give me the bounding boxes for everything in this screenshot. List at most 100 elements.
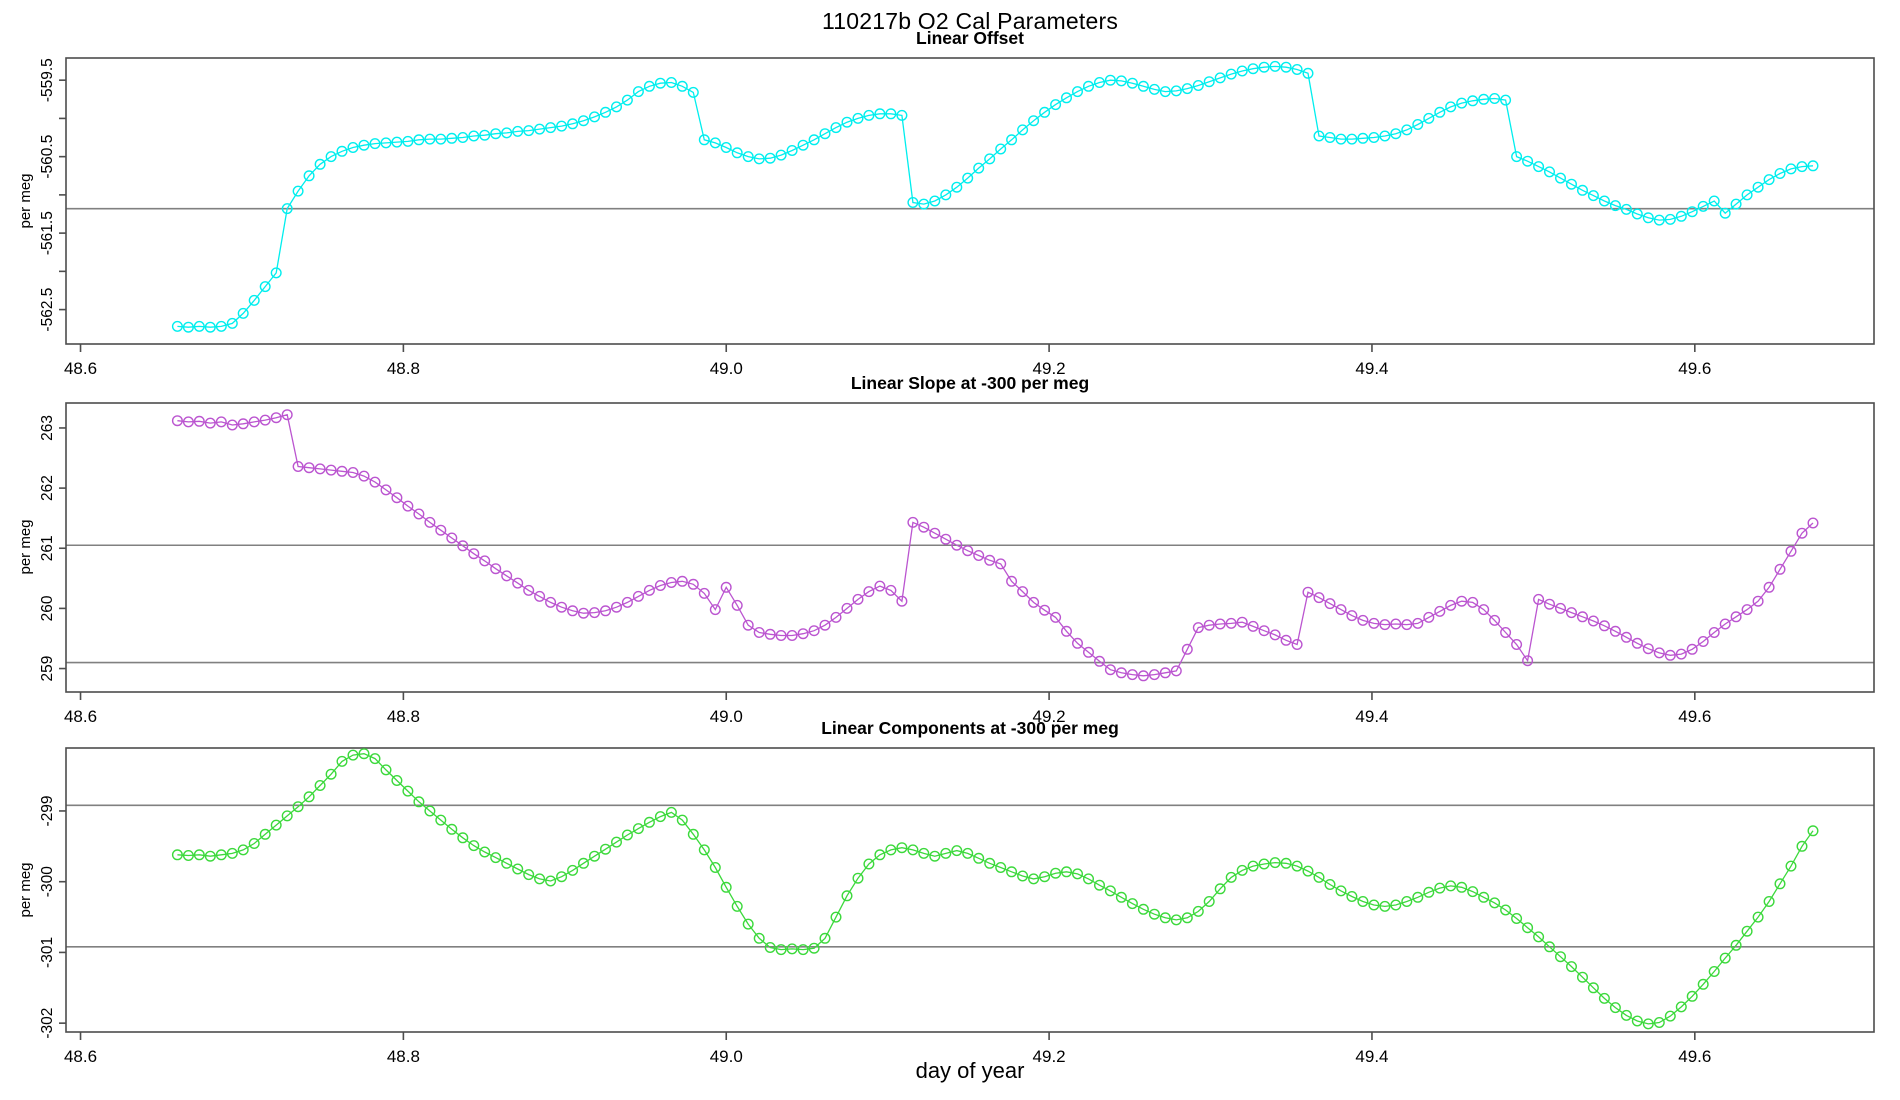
linear-slope-point — [281, 409, 293, 421]
linear-offset-point — [1631, 208, 1643, 220]
linear-slope-point — [874, 580, 886, 592]
linear-offset-point — [1642, 212, 1654, 224]
linear-offset-point — [1028, 115, 1040, 127]
x-tick-label: 49.6 — [1678, 707, 1711, 726]
linear-offset-point — [468, 130, 480, 142]
linear-slope-point — [1192, 622, 1204, 634]
linear-components-point — [1148, 908, 1160, 920]
linear-offset-point — [259, 281, 271, 293]
linear-slope-point — [336, 465, 348, 477]
linear-slope-point — [1401, 619, 1413, 631]
linear-components-point — [545, 875, 557, 887]
linear-slope-point — [1313, 592, 1325, 604]
linear-slope-point — [1708, 627, 1720, 639]
linear-slope-point — [621, 596, 633, 608]
linear-offset-point — [600, 106, 612, 118]
y-tick-label: -562.5 — [39, 288, 56, 332]
linear-slope-point — [1115, 667, 1127, 679]
linear-offset-point — [753, 153, 765, 165]
linear-components-point — [336, 755, 348, 767]
linear-offset-point — [501, 127, 513, 139]
linear-components-point — [567, 864, 579, 876]
linear-components-point — [1642, 1018, 1654, 1030]
linear-offset-point — [885, 108, 897, 120]
panel-frame — [65, 747, 1875, 1033]
linear-components-point — [237, 844, 249, 856]
linear-components-point — [665, 806, 677, 818]
linear-slope-point — [1236, 616, 1248, 628]
linear-components-point — [501, 857, 513, 869]
linear-slope-point — [1247, 620, 1259, 632]
linear-components-point — [1631, 1015, 1643, 1027]
linear-slope-point — [314, 463, 326, 475]
linear-slope-point — [1752, 595, 1764, 607]
linear-slope-point — [545, 596, 557, 608]
linear-slope-point — [951, 539, 963, 551]
linear-components-point — [1587, 982, 1599, 994]
linear-offset-point — [1017, 124, 1029, 136]
linear-components-point — [1137, 903, 1149, 915]
linear-offset-point — [358, 139, 370, 151]
x-tick-label: 48.8 — [387, 1047, 420, 1066]
linear-slope-point — [808, 625, 820, 637]
y-tick-label: -299 — [39, 795, 56, 826]
linear-offset-point — [237, 307, 249, 319]
linear-slope-point — [819, 619, 831, 631]
linear-offset-point — [1576, 184, 1588, 196]
linear-offset-point — [1137, 80, 1149, 92]
linear-components-point — [1126, 898, 1138, 910]
linear-offset-point — [1565, 178, 1577, 190]
linear-offset-point — [1730, 198, 1742, 210]
linear-offset-point — [1785, 163, 1797, 175]
linear-components-point — [1247, 860, 1259, 872]
linear-components-point — [797, 944, 809, 956]
panel-linear-components: -299 -300 -301 -302 48.6 48.8 49.0 49.2 49.4 49.6 — [39, 747, 1875, 1066]
linear-slope-point — [259, 414, 271, 426]
x-tick-label: 48.8 — [387, 359, 420, 378]
linear-offset-point — [632, 86, 644, 98]
linear-slope-point — [1785, 545, 1797, 557]
linear-slope-point — [248, 416, 260, 428]
linear-slope-point — [380, 484, 392, 496]
linear-slope-point — [193, 415, 205, 427]
linear-offset-point — [1434, 106, 1446, 118]
linear-components-point — [512, 863, 524, 875]
linear-offset-point — [643, 80, 655, 92]
linear-slope-point — [643, 584, 655, 596]
linear-components-point — [1181, 912, 1193, 924]
linear-components-point — [1522, 922, 1534, 934]
linear-slope-point — [841, 602, 853, 614]
linear-slope-point — [720, 581, 732, 593]
linear-slope-point — [468, 548, 480, 560]
linear-components-point — [314, 780, 326, 792]
linear-components-point — [984, 857, 996, 869]
linear-offset-point — [424, 133, 436, 145]
linear-offset-point — [1774, 167, 1786, 179]
linear-offset-point — [567, 118, 579, 130]
linear-components-point — [1357, 896, 1369, 908]
x-axis-label: day of year — [915, 1058, 1025, 1083]
linear-components-point — [1719, 952, 1731, 964]
linear-components-point — [1565, 961, 1577, 973]
linear-offset-point — [676, 80, 688, 92]
linear-offset-point — [962, 172, 974, 184]
linear-offset-point — [226, 317, 238, 329]
linear-offset-point — [786, 144, 798, 156]
linear-slope-point — [402, 500, 414, 512]
panel-linear-slope: 263 262 261 260 259 48.6 48.8 49.0 49.2 49.4 49.6 — [39, 402, 1875, 726]
linear-components-point — [1412, 891, 1424, 903]
linear-offset-point — [1313, 130, 1325, 142]
linear-offset-point — [446, 132, 458, 144]
linear-slope-point — [852, 593, 864, 605]
linear-components-point — [1115, 891, 1127, 903]
linear-components-point — [248, 838, 260, 850]
linear-components-point — [1609, 1002, 1621, 1014]
linear-offset-point — [984, 153, 996, 165]
linear-components-point — [1752, 911, 1764, 923]
linear-offset-point — [556, 120, 568, 132]
linear-components-point — [951, 845, 963, 857]
linear-slope-point — [1071, 637, 1083, 649]
linear-offset-point — [1181, 83, 1193, 95]
linear-offset-point — [1598, 195, 1610, 207]
linear-slope-point — [1807, 517, 1819, 529]
